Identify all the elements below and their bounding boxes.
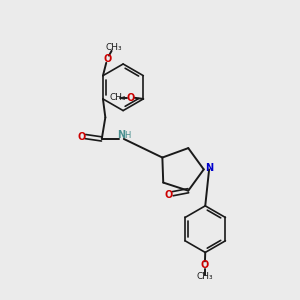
Text: O: O: [127, 93, 135, 103]
Text: O: O: [77, 132, 86, 142]
Text: CH₃: CH₃: [196, 272, 213, 281]
Text: CH₃: CH₃: [109, 93, 126, 102]
Text: O: O: [200, 260, 209, 270]
Text: H: H: [124, 131, 130, 140]
Text: O: O: [103, 54, 112, 64]
Text: N: N: [117, 130, 125, 140]
Text: N: N: [205, 163, 213, 173]
Text: O: O: [164, 190, 173, 200]
Text: CH₃: CH₃: [106, 44, 122, 52]
